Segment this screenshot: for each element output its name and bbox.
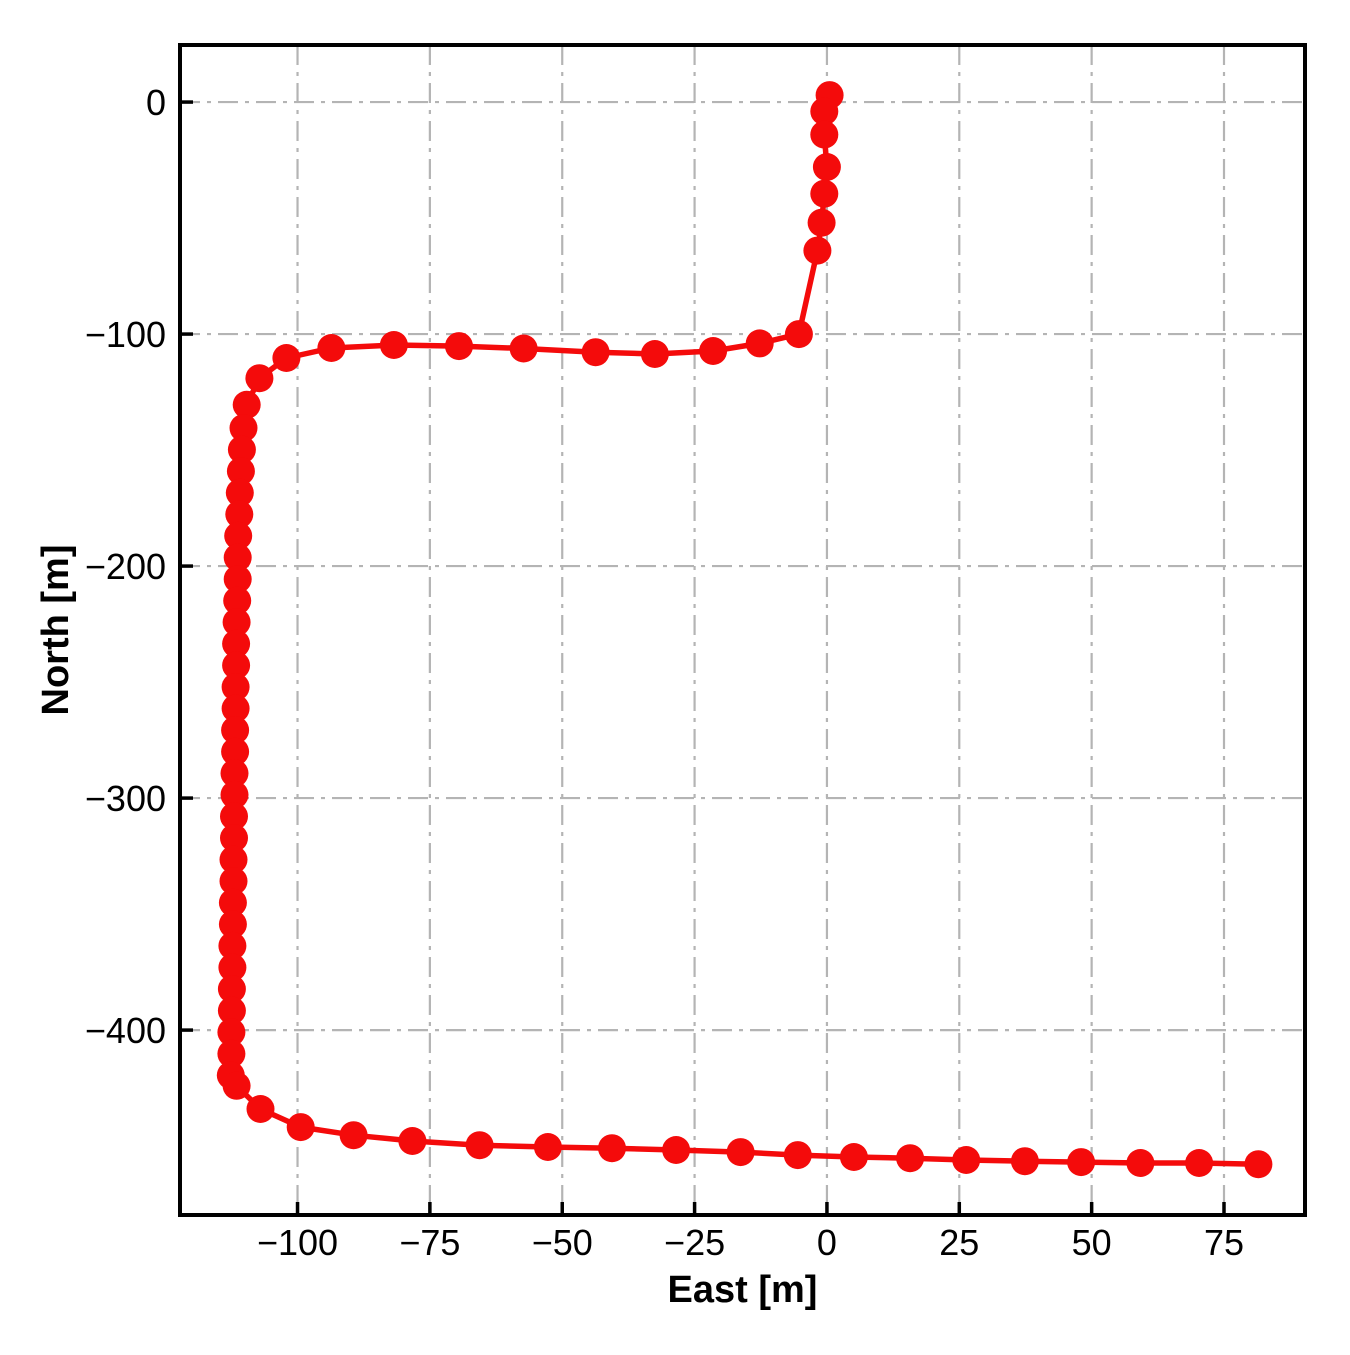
- y-tick-label: −400: [85, 1010, 166, 1051]
- x-tick-label: −50: [532, 1222, 593, 1263]
- data-point: [662, 1136, 691, 1164]
- data-point: [221, 673, 250, 701]
- data-point: [810, 97, 839, 126]
- data-point: [952, 1146, 981, 1174]
- data-point: [229, 414, 258, 442]
- data-point: [218, 931, 247, 960]
- data-point: [1244, 1150, 1273, 1179]
- x-tick-label: −25: [664, 1222, 725, 1263]
- data-point: [1010, 1147, 1039, 1176]
- data-point: [398, 1127, 427, 1155]
- y-axis-label: North [m]: [35, 545, 77, 716]
- y-tick-label: 0: [146, 82, 166, 123]
- data-point: [222, 608, 251, 637]
- x-tick-label: 0: [817, 1222, 837, 1263]
- data-point: [699, 337, 728, 365]
- x-tick-label: 50: [1072, 1222, 1112, 1263]
- data-point: [339, 1121, 368, 1150]
- data-point: [726, 1138, 755, 1167]
- data-point: [807, 208, 836, 237]
- data-point: [218, 888, 247, 917]
- data-point: [220, 802, 248, 831]
- data-point: [219, 867, 248, 896]
- data-point: [783, 1141, 812, 1170]
- data-point: [218, 910, 247, 939]
- grid-layer: [180, 45, 1305, 1215]
- data-point: [217, 975, 246, 1003]
- data-point: [217, 996, 246, 1025]
- y-tick-label: −200: [85, 546, 166, 587]
- data-point: [223, 565, 252, 594]
- x-tick-label: 75: [1204, 1222, 1244, 1263]
- data-point: [810, 120, 839, 149]
- data-point: [222, 629, 251, 658]
- y-tick-label: −100: [85, 314, 166, 355]
- data-point: [810, 179, 839, 208]
- data-point: [812, 153, 841, 181]
- y-tick-label: −300: [85, 778, 166, 819]
- data-point: [225, 500, 254, 529]
- data-point: [286, 1113, 315, 1142]
- data-point: [221, 694, 250, 723]
- data-point: [896, 1144, 925, 1173]
- data-point: [224, 521, 253, 550]
- x-tick-label: −75: [399, 1222, 460, 1263]
- data-point: [218, 953, 247, 982]
- data-point: [581, 338, 610, 367]
- x-tick-labels: −100 −75 −50 −25 0 25 50 75: [257, 1222, 1244, 1263]
- data-point: [223, 543, 252, 572]
- data-point: [217, 1018, 246, 1047]
- data-point: [219, 845, 248, 874]
- data-point: [226, 457, 255, 486]
- data-point: [220, 759, 249, 788]
- data-point: [232, 390, 261, 419]
- data-point: [839, 1143, 868, 1171]
- data-point: [246, 1095, 275, 1123]
- data-point: [317, 334, 346, 362]
- data-point: [445, 332, 473, 361]
- data-point: [1126, 1149, 1155, 1177]
- plot-border: [178, 43, 1307, 1217]
- data-point: [803, 236, 832, 265]
- data-point: [227, 435, 256, 464]
- data-point: [221, 716, 250, 745]
- data-point: [272, 344, 301, 372]
- data-point: [220, 824, 248, 852]
- data-point: [223, 586, 252, 615]
- data-point: [533, 1133, 562, 1161]
- data-point: [509, 334, 538, 363]
- data-point: [220, 780, 249, 809]
- data-point: [465, 1131, 494, 1160]
- data-point: [745, 329, 774, 358]
- trajectory-line: [228, 92, 1262, 1167]
- data-point: [1067, 1148, 1096, 1177]
- tick-layer: [180, 100, 1226, 1215]
- x-axis-label: East [m]: [668, 1269, 818, 1311]
- x-tick-label: −100: [257, 1222, 338, 1263]
- data-point: [784, 320, 813, 349]
- data-point: [1185, 1149, 1214, 1177]
- data-point: [221, 737, 250, 766]
- data-point: [217, 1039, 246, 1068]
- data-point: [222, 1071, 251, 1100]
- trajectory-series: [216, 81, 1273, 1179]
- data-point: [225, 478, 254, 507]
- y-tick-labels: 0 −100 −200 −300 −400: [85, 82, 166, 1051]
- x-tick-label: 25: [939, 1222, 979, 1263]
- data-point: [222, 651, 251, 680]
- data-point: [245, 364, 274, 393]
- data-point: [640, 340, 669, 368]
- data-point: [598, 1134, 626, 1163]
- data-point: [379, 331, 408, 359]
